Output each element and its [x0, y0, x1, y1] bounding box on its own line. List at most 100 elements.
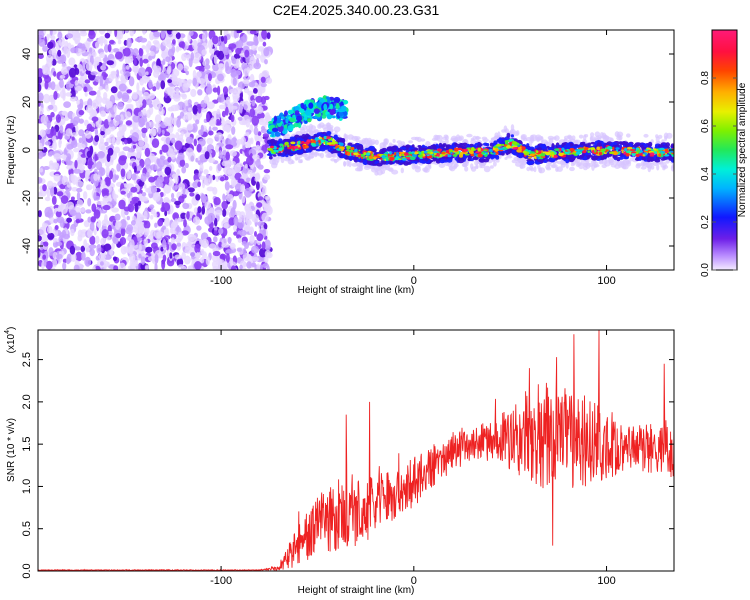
noise-blob: [204, 201, 211, 209]
noise-blob: [104, 141, 109, 147]
signal-halo: [495, 159, 500, 163]
noise-blob: [100, 261, 104, 266]
noise-blob: [85, 243, 90, 253]
noise-blob: [145, 187, 150, 193]
noise-blob: [66, 217, 72, 223]
noise-blob: [47, 41, 54, 49]
noise-blob: [197, 206, 202, 214]
noise-blob: [52, 104, 58, 112]
noise-blob: [124, 139, 128, 145]
noise-blob: [56, 191, 64, 197]
signal-band: [269, 138, 276, 144]
noise-blob: [101, 260, 109, 268]
signal-halo: [298, 159, 303, 164]
signal-band: [324, 146, 330, 150]
branch-blob: [300, 108, 305, 113]
noise-blob: [184, 247, 192, 254]
noise-blob: [164, 217, 170, 227]
noise-blob: [91, 99, 99, 110]
noise-blob: [170, 88, 176, 97]
noise-blob: [91, 203, 97, 212]
signal-halo: [544, 142, 551, 146]
signal-halo: [344, 136, 348, 143]
signal-band: [414, 160, 418, 164]
noise-blob: [80, 245, 86, 253]
noise-blob: [251, 245, 259, 254]
noise-blob: [257, 88, 263, 98]
noise-blob: [40, 114, 49, 125]
noise-blob: [90, 71, 98, 76]
noise-blob: [57, 31, 63, 39]
signal-halo: [614, 164, 621, 169]
noise-blob: [101, 188, 110, 195]
noise-blob: [115, 233, 122, 239]
noise-blob: [59, 74, 66, 79]
noise-blob: [90, 216, 97, 223]
noise-blob: [105, 166, 110, 176]
noise-blob: [251, 262, 257, 268]
noise-blob: [185, 147, 194, 157]
signal-band: [647, 141, 653, 147]
noise-blob: [120, 190, 126, 195]
signal-halo: [529, 165, 534, 171]
noise-blob: [255, 134, 263, 144]
noise-blob: [53, 237, 57, 243]
branch-blob: [294, 110, 300, 116]
noise-blob: [122, 94, 130, 100]
noise-blob: [94, 128, 99, 136]
noise-blob: [213, 230, 218, 236]
signal-halo: [627, 160, 632, 167]
noise-blob: [45, 54, 54, 63]
noise-blob: [245, 132, 250, 137]
noise-blob: [60, 195, 69, 204]
noise-blob: [150, 229, 156, 237]
signal-core: [358, 149, 361, 152]
noise-blob: [215, 118, 221, 125]
noise-blob: [131, 92, 138, 100]
noise-blob: [225, 151, 230, 161]
noise-blob: [78, 109, 85, 116]
noise-blob: [69, 245, 76, 255]
signal-halo: [284, 158, 290, 162]
signal-band: [638, 157, 642, 161]
noise-blob: [68, 173, 75, 184]
noise-blob: [113, 265, 119, 270]
noise-blob: [162, 39, 169, 46]
signal-band: [420, 147, 428, 151]
noise-blob: [205, 88, 212, 94]
noise-blob: [195, 194, 201, 201]
signal-band: [618, 156, 624, 160]
signal-halo: [359, 163, 363, 169]
noise-blob: [75, 211, 82, 222]
noise-blob: [254, 231, 257, 237]
noise-blob: [197, 106, 202, 114]
noise-blob: [134, 37, 143, 42]
noise-blob: [233, 231, 238, 236]
noise-blob: [207, 212, 216, 223]
noise-blob: [48, 247, 54, 256]
noise-blob: [223, 126, 228, 132]
signal-band: [454, 142, 458, 146]
signal-halo: [313, 152, 320, 156]
noise-blob: [154, 222, 158, 228]
signal-halo: [583, 134, 587, 141]
noise-blob: [177, 231, 184, 241]
noise-blob: [50, 96, 56, 107]
noise-blob: [137, 200, 142, 206]
noise-blob: [166, 30, 173, 35]
signal-halo: [604, 159, 611, 167]
noise-blob: [135, 101, 143, 108]
noise-blob: [74, 80, 79, 86]
noise-blob: [53, 186, 58, 195]
noise-blob: [86, 123, 93, 132]
noise-blob: [111, 136, 116, 146]
noise-blob: [42, 254, 47, 260]
noise-blob: [120, 209, 126, 218]
noise-blob: [38, 68, 44, 78]
noise-blob: [115, 114, 121, 122]
branch-blob: [295, 106, 300, 111]
signal-halo: [533, 166, 537, 173]
noise-blob: [159, 149, 163, 155]
